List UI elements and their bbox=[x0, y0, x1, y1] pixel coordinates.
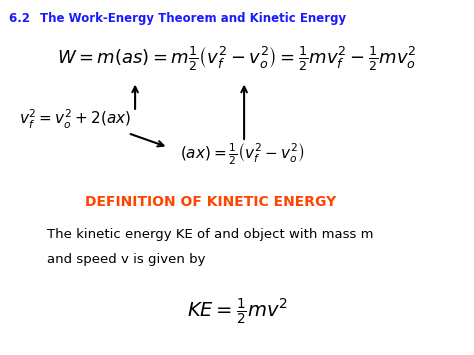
Text: 6.2: 6.2 bbox=[9, 12, 35, 26]
Text: $W = m(as) = m\frac{1}{2}\left(v_f^2 - v_o^2\right) = \frac{1}{2}mv_f^2 - \frac{: $W = m(as) = m\frac{1}{2}\left(v_f^2 - v… bbox=[57, 44, 417, 73]
Text: $v_f^2 = v_o^2 + 2(ax)$: $v_f^2 = v_o^2 + 2(ax)$ bbox=[19, 107, 131, 131]
Text: $KE = \frac{1}{2}mv^2$: $KE = \frac{1}{2}mv^2$ bbox=[187, 297, 287, 327]
Text: The Work-Energy Theorem and Kinetic Energy: The Work-Energy Theorem and Kinetic Ener… bbox=[40, 12, 346, 26]
Text: $(ax) = \frac{1}{2}\left(v_f^2 - v_o^2\right)$: $(ax) = \frac{1}{2}\left(v_f^2 - v_o^2\r… bbox=[180, 142, 305, 167]
Text: DEFINITION OF KINETIC ENERGY: DEFINITION OF KINETIC ENERGY bbox=[85, 195, 337, 209]
Text: The kinetic energy KE of and object with mass m: The kinetic energy KE of and object with… bbox=[47, 228, 374, 241]
Text: and speed v is given by: and speed v is given by bbox=[47, 253, 206, 266]
